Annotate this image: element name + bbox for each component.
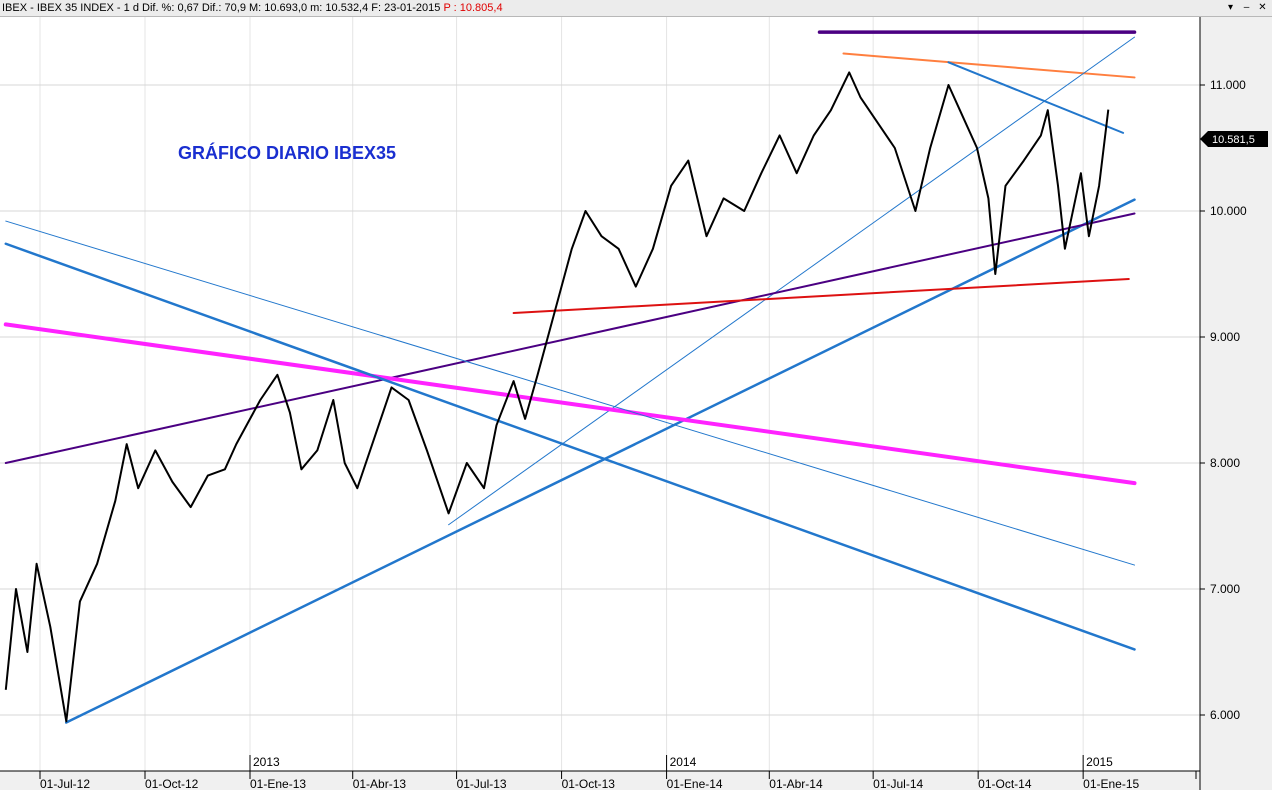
window-minimize-button[interactable]: – [1243,2,1250,13]
trendline-blue-thick-down [4,242,1136,651]
trendline-purple-channel [4,212,1136,464]
x-tick-label: 01-Jul-12 [40,777,90,790]
trendline-blue-down-short [947,61,1125,134]
last-value-label: 10.581,5 [1212,134,1255,146]
window-title-bar: IBEX - IBEX 35 INDEX - 1 d Dif. %: 0,67 … [0,0,1272,17]
trendline-blue-thick-up [65,198,1136,724]
y-tick-label: 10.000 [1210,204,1247,218]
y-tick-label: 11.000 [1210,78,1246,92]
window-title-price: P : 10.805,4 [443,2,503,14]
x-tick-label: 01-Oct-13 [562,777,616,790]
x-tick-label: 01-Abr-14 [769,777,823,790]
trendline-orange-trend [842,52,1136,79]
chart-title: GRÁFICO DIARIO IBEX35 [178,142,396,163]
y-axis-ticks: 6.000 7.000 8.000 9.000 10.000 11.000 [1200,78,1247,722]
x-tick-label: 01-Jul-13 [457,777,507,790]
window-title: IBEX - IBEX 35 INDEX - 1 d Dif. %: 0,67 … [2,0,503,16]
window-close-button[interactable]: ✕ [1258,2,1267,13]
grid-vertical [39,17,1084,771]
trendline-magenta-trend [3,322,1137,486]
window-menu-button[interactable]: ▾ [1227,2,1234,13]
x-tick-label: 01-Oct-12 [145,777,199,790]
trendline-red-support [512,278,1130,315]
year-label: 2014 [670,755,697,769]
plot-area [0,17,1200,771]
x-tick-label: 01-Ene-13 [250,777,306,790]
x-tick-label: 01-Oct-14 [978,777,1032,790]
y-tick-label: 9.000 [1210,330,1240,344]
last-value-tag: 10.581,5 [1200,131,1268,147]
window-title-info: IBEX - IBEX 35 INDEX - 1 d Dif. %: 0,67 … [2,2,441,14]
price-series [4,71,1110,723]
y-tick-label: 7.000 [1210,582,1240,596]
y-tick-label: 6.000 [1210,708,1240,722]
year-label: 2015 [1086,755,1113,769]
trendline-blue-thin-down [5,220,1136,566]
price-line [4,71,1110,723]
year-label: 2013 [253,755,280,769]
price-chart[interactable]: 6.000 7.000 8.000 9.000 10.000 11.000 01-Jul-… [0,17,1272,790]
x-tick-label: 01-Jul-14 [873,777,923,790]
x-axis-ticks: 01-Jul-12 01-Oct-12 01-Ene-13 01-Abr-13 01-J… [39,755,1197,790]
y-tick-label: 8.000 [1210,456,1240,470]
x-tick-label: 01-Ene-14 [667,777,723,790]
x-tick-label: 01-Ene-15 [1083,777,1139,790]
trend-lines [3,30,1137,724]
x-tick-label: 01-Abr-13 [353,777,407,790]
